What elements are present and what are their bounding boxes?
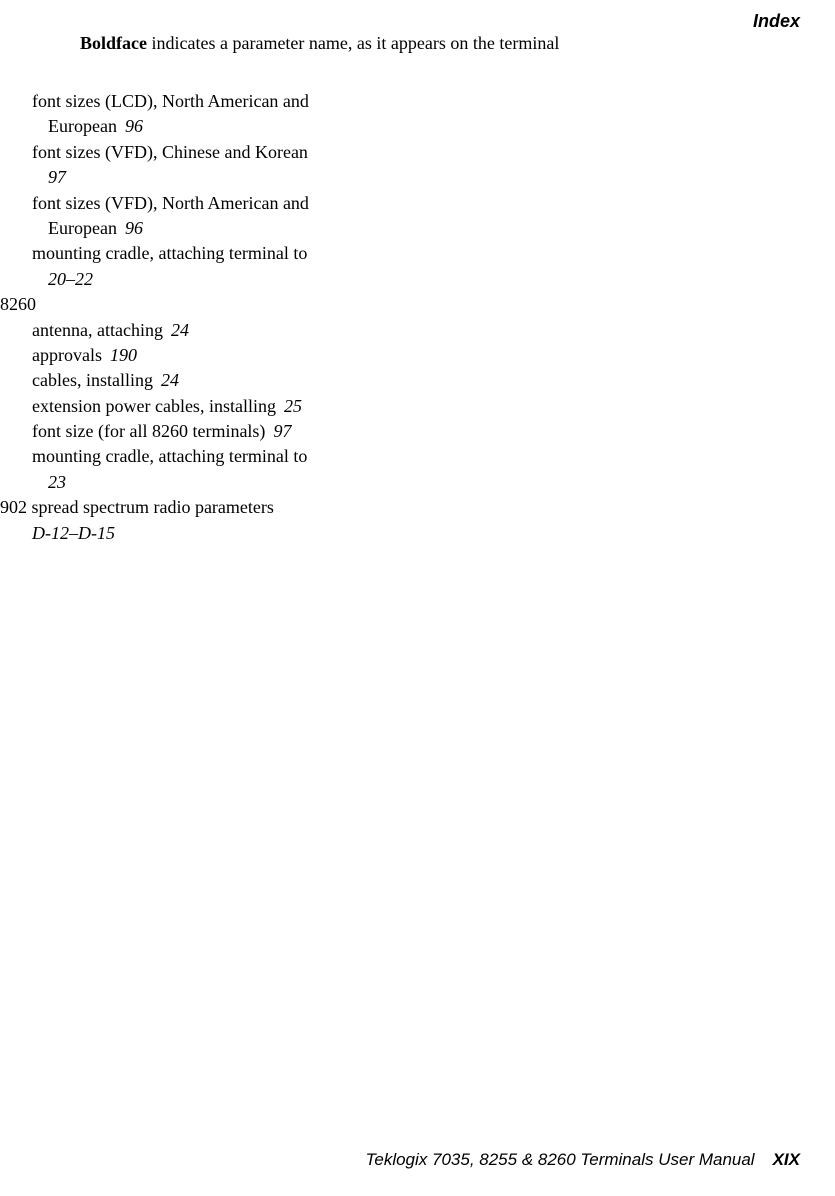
entry-page: 20–22 — [48, 269, 93, 289]
index-content: font sizes (LCD), North American and Euro… — [0, 90, 400, 547]
index-entry: D-12–D-15 — [0, 522, 400, 545]
index-entry: font sizes (LCD), North American and — [0, 90, 400, 113]
intro-line: Boldface indicates a parameter name, as … — [80, 32, 559, 55]
entry-page: 24 — [171, 320, 189, 340]
intro-rest: indicates a parameter name, as it appear… — [147, 33, 559, 53]
entry-text: antenna, attaching — [32, 320, 163, 340]
index-entry: font size (for all 8260 terminals) 97 — [0, 420, 400, 443]
entry-text: font sizes (VFD), North American and — [32, 193, 309, 213]
entry-page: 96 — [125, 116, 143, 136]
index-entry: 902 spread spectrum radio parameters — [0, 496, 400, 519]
entry-text: European — [48, 116, 117, 136]
entry-page: 24 — [161, 370, 179, 390]
entry-text: approvals — [32, 345, 102, 365]
index-entry: cables, installing 24 — [0, 369, 400, 392]
index-entry: 23 — [0, 471, 400, 494]
entry-page: 97 — [48, 167, 66, 187]
index-entry: extension power cables, installing 25 — [0, 395, 400, 418]
entry-text: European — [48, 218, 117, 238]
index-entry: mounting cradle, attaching terminal to — [0, 242, 400, 265]
index-entry: European 96 — [0, 115, 400, 138]
entry-text: mounting cradle, attaching terminal to — [32, 243, 307, 263]
index-entry: 97 — [0, 166, 400, 189]
entry-page: 97 — [273, 421, 291, 441]
index-entry: font sizes (VFD), North American and — [0, 192, 400, 215]
index-entry: 8260 — [0, 293, 400, 316]
entry-text: font sizes (VFD), Chinese and Korean — [32, 142, 308, 162]
footer-text: Teklogix 7035, 8255 & 8260 Terminals Use… — [366, 1150, 755, 1169]
entry-text: extension power cables, installing — [32, 396, 276, 416]
entry-page: 25 — [284, 396, 302, 416]
entry-page: 96 — [125, 218, 143, 238]
index-entry: European 96 — [0, 217, 400, 240]
entry-text: 8260 — [0, 294, 36, 314]
index-entry: 20–22 — [0, 268, 400, 291]
footer-page: XIX — [773, 1150, 800, 1169]
index-entry: mounting cradle, attaching terminal to — [0, 445, 400, 468]
index-entry: approvals 190 — [0, 344, 400, 367]
entry-page: 190 — [110, 345, 137, 365]
entry-page: 23 — [48, 472, 66, 492]
entry-text: cables, installing — [32, 370, 153, 390]
entry-text: mounting cradle, attaching terminal to — [32, 446, 307, 466]
footer: Teklogix 7035, 8255 & 8260 Terminals Use… — [366, 1149, 800, 1171]
entry-text: font size (for all 8260 terminals) — [32, 421, 265, 441]
intro-bold: Boldface — [80, 33, 147, 53]
entry-page: D-12–D-15 — [32, 523, 115, 543]
entry-text: font sizes (LCD), North American and — [32, 91, 309, 111]
header-title: Index — [753, 10, 800, 33]
entry-text: 902 spread spectrum radio parameters — [0, 497, 274, 517]
index-entry: antenna, attaching 24 — [0, 319, 400, 342]
index-entry: font sizes (VFD), Chinese and Korean — [0, 141, 400, 164]
